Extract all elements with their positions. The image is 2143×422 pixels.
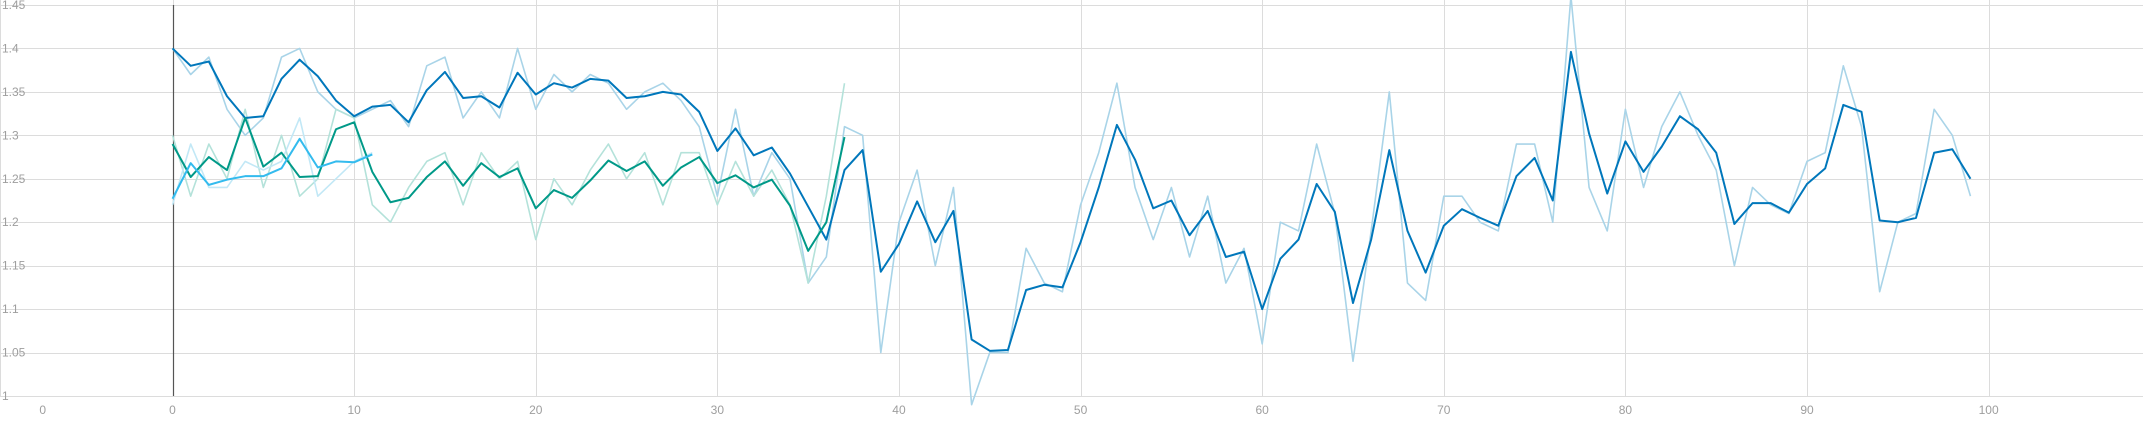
x-tick-label: 40 [892, 403, 906, 417]
y-tick-label: 1.4 [2, 41, 19, 55]
y-tick-label: 1.1 [2, 302, 19, 316]
smoothed-series-line-2[interactable] [171, 116, 846, 252]
x-tick-label: 30 [711, 403, 725, 417]
x-tick-label: 50 [1074, 403, 1088, 417]
x-tick-label: 20 [529, 403, 543, 417]
y-tick-label: 1.45 [2, 0, 26, 12]
x-tick-label: 0 [39, 403, 46, 417]
y-tick-label: 1.35 [2, 85, 26, 99]
x-tick-label: 0 [169, 403, 176, 417]
x-tick-label: 100 [1979, 403, 1999, 417]
x-tick-label: 10 [347, 403, 361, 417]
x-tick-label: 70 [1437, 403, 1451, 417]
raw-series-lines [171, 0, 1972, 406]
x-tick-label: 90 [1800, 403, 1814, 417]
x-tick-label: 80 [1619, 403, 1633, 417]
x-tick-label: 60 [1256, 403, 1270, 417]
y-axis-tick-labels: 1 1.05 1.1 1.15 1.2 1.25 1.3 1.35 1.4 1.45 [2, 0, 26, 403]
y-tick-label: 1.2 [2, 215, 19, 229]
smoothed-series-lines [171, 47, 1972, 352]
y-tick-label: 1.05 [2, 346, 26, 360]
smoothed-series-line-1[interactable] [171, 47, 1972, 352]
y-tick-label: 1 [2, 389, 9, 403]
y-tick-label: 1.25 [2, 172, 26, 186]
y-tick-label: 1.15 [2, 259, 26, 273]
grid-lines [0, 0, 2143, 397]
smoothed-series-line-3[interactable] [171, 137, 373, 200]
y-tick-label: 1.3 [2, 128, 19, 142]
raw-series-line-1 [171, 0, 1972, 406]
x-axis-tick-labels: 0 0 10 20 30 40 50 60 70 80 90 100 [39, 403, 1999, 417]
raw-series-line-2 [171, 83, 846, 284]
